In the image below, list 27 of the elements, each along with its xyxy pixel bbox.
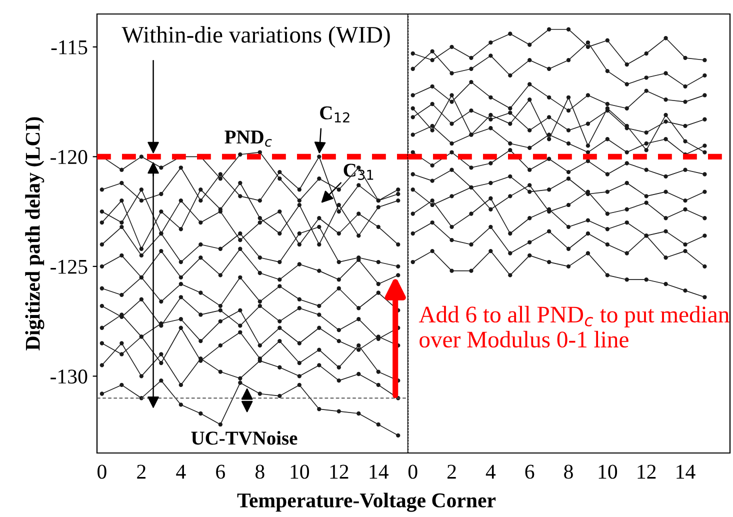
- annotation: Add 6 to all PND$_{c}$ to put median over Modulus 0-1 line: [418, 306, 730, 348]
- x-tick-label: 2: [137, 464, 146, 479]
- x-tick-label: 8: [564, 464, 573, 479]
- x-tick-label: 14: [676, 464, 696, 479]
- y-tick-label: -115: [51, 40, 88, 54]
- x-tick-label: 6: [216, 464, 225, 479]
- x-tick-label: 2: [447, 464, 456, 479]
- x-tick-label: 10: [598, 464, 618, 479]
- annotation: UC-TVNoise: [191, 431, 298, 445]
- x-tick-label: 6: [525, 464, 534, 479]
- x-axis-title: Temperature-Voltage Corner: [237, 492, 496, 512]
- annotation: C$_{12}$: [320, 106, 350, 122]
- x-tick-label: 12: [330, 464, 348, 479]
- annotation: PND$_{c}$: [224, 130, 272, 147]
- x-tick-label: 0: [408, 464, 418, 479]
- x-tick-label: 10: [290, 464, 310, 479]
- x-tick-label: 0: [98, 464, 106, 479]
- annotation: Within-die variations (WID): [122, 26, 390, 48]
- y-tick-label: -125: [50, 260, 88, 274]
- x-tick-label: 4: [486, 464, 496, 479]
- y-tick-label: -130: [50, 370, 88, 384]
- x-tick-label: 14: [370, 464, 388, 479]
- x-tick-label: 8: [255, 464, 264, 479]
- x-tick-label: 12: [638, 464, 656, 479]
- y-axis-title: Digitized path delay (LCI): [25, 117, 44, 350]
- y-tick-label: -120: [50, 150, 88, 164]
- x-tick-label: 4: [176, 464, 186, 479]
